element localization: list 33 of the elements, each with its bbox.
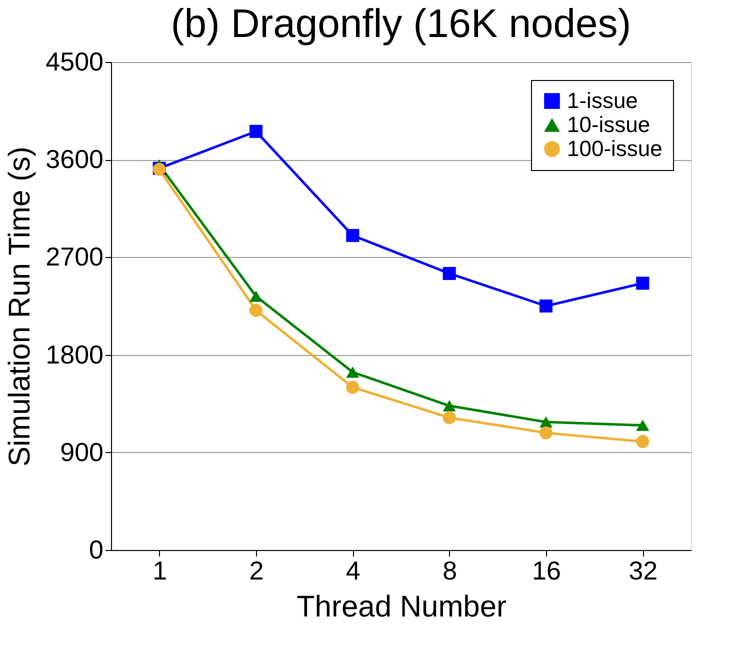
- y-tick-label: 2700: [46, 242, 104, 272]
- point: [346, 228, 360, 242]
- point: [636, 435, 650, 448]
- point: [346, 366, 360, 378]
- point: [346, 380, 360, 394]
- legend-label: 1-issue: [567, 88, 638, 113]
- point: [442, 411, 456, 424]
- point: [539, 426, 553, 440]
- chart-title: (b) Dragonfly (16K nodes): [170, 2, 632, 46]
- legend-label: 100-issue: [567, 136, 662, 161]
- x-axis-title: Thread Number: [296, 590, 507, 624]
- point: [249, 304, 263, 317]
- point: [539, 416, 553, 428]
- y-tick-label: 3600: [46, 144, 104, 174]
- x-tick-label: 4: [346, 556, 360, 586]
- point: [442, 266, 456, 280]
- x-tick-label: 32: [628, 556, 658, 586]
- point: [539, 299, 553, 313]
- y-tick-label: 0: [89, 534, 104, 564]
- x-tick-label: 16: [532, 556, 561, 586]
- y-tick-label: 900: [60, 436, 104, 467]
- y-axis-title: Simulation Run Time (s): [4, 146, 37, 467]
- x-tick-label: 8: [442, 556, 458, 586]
- y-tick-label: 4500: [46, 46, 104, 76]
- legend-label: 10-issue: [567, 112, 650, 137]
- point: [249, 124, 263, 138]
- point: [249, 290, 263, 302]
- point: [636, 420, 650, 431]
- y-tick-label: 1800: [46, 339, 104, 370]
- point: [442, 400, 456, 412]
- point: [636, 276, 650, 290]
- x-tick-label: 2: [249, 556, 264, 586]
- x-tick-label: 1: [152, 556, 168, 586]
